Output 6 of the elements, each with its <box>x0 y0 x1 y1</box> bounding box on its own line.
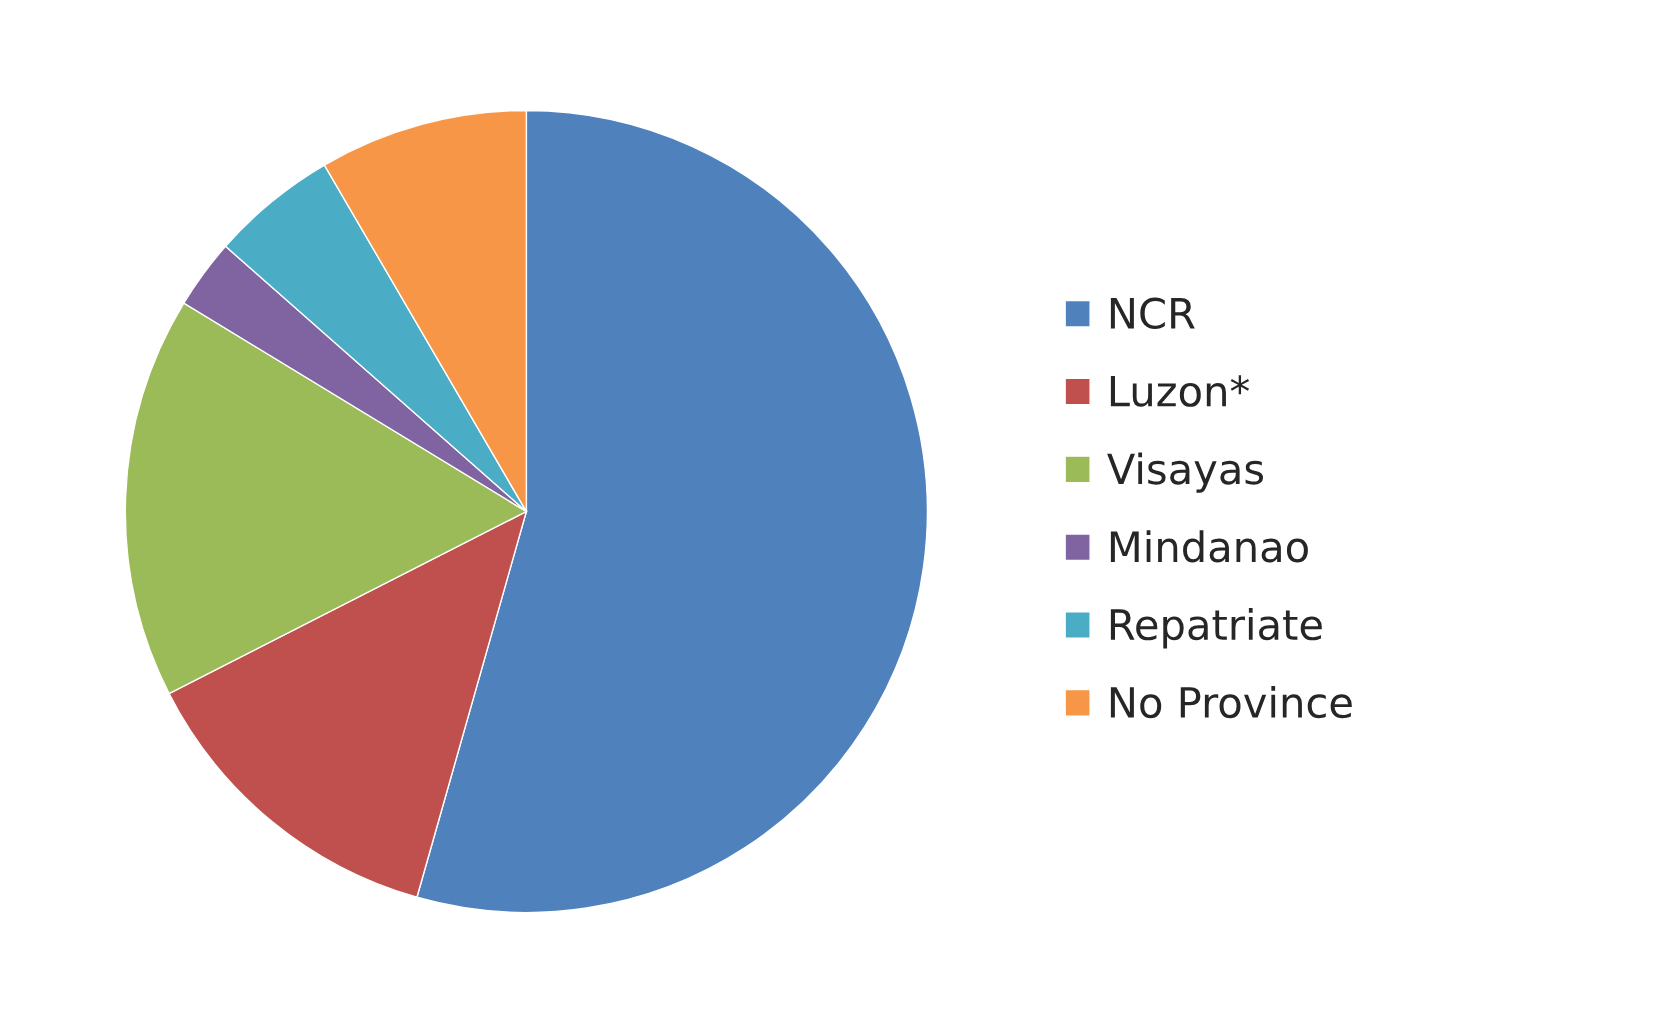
legend-label: Repatriate <box>1110 608 1322 649</box>
legend-label: NCR <box>1110 297 1195 330</box>
legend-label: Luzon* <box>1110 375 1250 407</box>
legend-label: Mindanao <box>1110 530 1308 563</box>
legend-label: No Province <box>1110 685 1352 719</box>
legend-label: Visayas <box>1107 452 1264 493</box>
